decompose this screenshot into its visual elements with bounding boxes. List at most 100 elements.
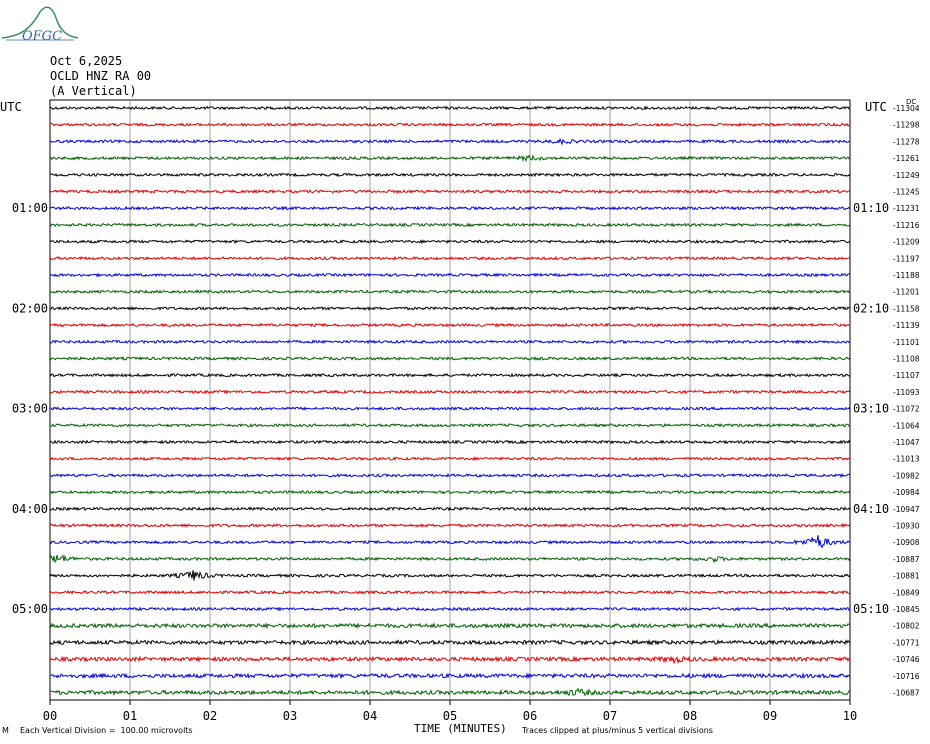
- x-tick-label: 00: [43, 709, 57, 723]
- component-label: (A Vertical): [50, 84, 137, 98]
- dc-unit-label: DC: [906, 98, 916, 106]
- dc-offset-label: -11231: [893, 204, 920, 213]
- left-hour-label: 02:00: [12, 301, 48, 315]
- logo-text: OFGC: [22, 29, 62, 44]
- right-utc-label: UTC: [865, 100, 887, 114]
- seismic-trace-13: [49, 322, 851, 328]
- dc-offset-label: -10716: [893, 672, 920, 681]
- seismic-trace-25: [49, 522, 851, 529]
- right-hour-label: 02:10: [853, 301, 889, 315]
- dc-offset-label: -11093: [893, 388, 920, 397]
- seismic-trace-8: [49, 239, 851, 245]
- seismic-trace-26: [49, 535, 851, 549]
- footer-marker: M: [2, 726, 9, 735]
- seismic-trace-20: [49, 439, 851, 445]
- dc-offset-label: -11158: [893, 304, 920, 313]
- right-hour-label: 01:10: [853, 201, 889, 215]
- dc-offset-label: -10746: [893, 655, 920, 664]
- x-axis-title: TIME (MINUTES): [414, 722, 507, 735]
- seismic-trace-3: [49, 154, 851, 163]
- dc-offset-label: -11188: [893, 271, 920, 280]
- x-tick-label: 01: [123, 709, 137, 723]
- left-hour-label: 01:00: [12, 201, 48, 215]
- left-hour-label: 05:00: [12, 602, 48, 616]
- seismic-trace-16: [49, 372, 851, 378]
- seismic-trace-9: [49, 255, 851, 261]
- seismic-trace-29: [49, 589, 851, 595]
- x-tick-label: 06: [523, 709, 537, 723]
- seismic-trace-12: [49, 305, 851, 312]
- dc-offset-label: -11304: [893, 104, 920, 113]
- x-tick-label: 08: [683, 709, 697, 723]
- scale-note: Each Vertical Division = 100.00 microvol…: [20, 726, 193, 735]
- dc-offset-label: -11047: [893, 438, 920, 447]
- seismic-trace-0: [49, 105, 851, 111]
- seismic-trace-23: [49, 489, 851, 495]
- seismic-trace-15: [49, 356, 851, 361]
- dc-offset-label: -11072: [893, 405, 920, 414]
- dc-offset-label: -11216: [893, 221, 920, 230]
- dc-offset-label: -10881: [893, 572, 920, 581]
- right-hour-label: 04:10: [853, 502, 889, 516]
- seismic-trace-2: [49, 137, 851, 146]
- left-utc-label: UTC: [0, 100, 22, 114]
- dc-offset-label: -11108: [893, 355, 920, 364]
- dc-offset-label: -10930: [893, 522, 920, 531]
- seismic-trace-30: [49, 606, 851, 612]
- seismic-trace-7: [49, 222, 851, 228]
- seismic-trace-14: [50, 339, 851, 345]
- seismic-trace-21: [49, 456, 851, 462]
- seismic-trace-4: [49, 172, 851, 178]
- seismic-trace-5: [49, 188, 851, 195]
- dc-offset-label: -10984: [893, 488, 920, 497]
- dc-offset-label: -11245: [893, 188, 920, 197]
- dc-offset-label: -10802: [893, 622, 920, 631]
- seismic-trace-35: [49, 687, 850, 697]
- dc-offset-label: -11298: [893, 121, 920, 130]
- right-hour-label: 05:10: [853, 602, 889, 616]
- seismic-trace-19: [49, 422, 851, 428]
- dc-offset-label: -11013: [893, 455, 920, 464]
- dc-offset-label: -10845: [893, 605, 920, 614]
- dc-offset-label: -10982: [893, 471, 920, 480]
- dc-offset-label: -10947: [893, 505, 920, 514]
- station-label: OCLD HNZ RA 00: [50, 69, 152, 83]
- dc-offset-label: -11197: [893, 254, 920, 263]
- dc-offset-label: -11249: [893, 171, 920, 180]
- x-tick-label: 09: [763, 709, 777, 723]
- seismic-trace-34: [49, 672, 851, 680]
- seismic-trace-10: [49, 272, 851, 278]
- dc-offset-label: -11209: [893, 238, 920, 247]
- dc-offset-label: -11261: [893, 154, 920, 163]
- seismic-trace-31: [49, 622, 851, 630]
- ofgc-logo: OFGC: [1, 6, 79, 44]
- dc-offset-label: -11278: [893, 137, 920, 146]
- dc-offset-label: -11139: [893, 321, 920, 330]
- dc-offset-label: -10849: [893, 588, 920, 597]
- dc-offset-label: -10771: [893, 638, 920, 647]
- left-hour-label: 03:00: [12, 402, 48, 416]
- seismic-trace-27: [49, 554, 851, 564]
- x-tick-label: 07: [603, 709, 617, 723]
- dc-offset-label: -11064: [893, 421, 920, 430]
- seismic-trace-32: [49, 638, 851, 646]
- x-tick-label: 02: [203, 709, 217, 723]
- date-label: Oct 6,2025: [50, 54, 123, 68]
- seismic-trace-6: [49, 205, 851, 211]
- clip-note: Traces clipped at plus/minus 5 vertical …: [522, 726, 713, 735]
- left-hour-label: 04:00: [12, 502, 48, 516]
- x-tick-label: 03: [283, 709, 297, 723]
- dc-offset-label: -11101: [893, 338, 920, 347]
- seismic-trace-1: [49, 122, 851, 128]
- seismic-trace-22: [49, 472, 850, 478]
- seismic-trace-17: [49, 389, 851, 395]
- right-hour-label: 03:10: [853, 402, 889, 416]
- dc-offset-label: -10887: [893, 555, 920, 564]
- dc-offset-label: -10687: [893, 689, 920, 698]
- x-tick-label: 10: [843, 709, 857, 723]
- seismic-trace-33: [49, 655, 851, 665]
- x-tick-label: 05: [443, 709, 457, 723]
- seismic-trace-18: [49, 406, 851, 412]
- seismic-trace-28: [49, 570, 851, 581]
